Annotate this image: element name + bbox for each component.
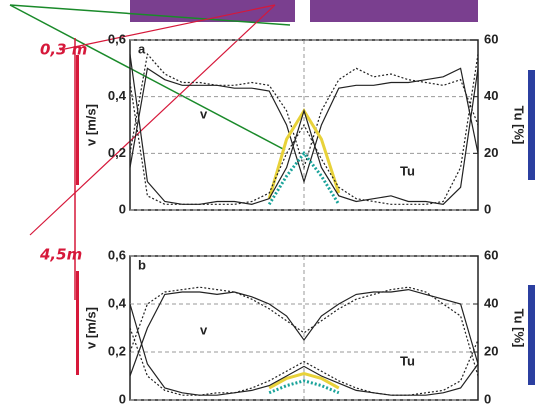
y2-tick-label: 0 <box>484 391 491 406</box>
arrow <box>59 4 276 51</box>
y2-tick-label: 40 <box>484 88 498 103</box>
y2-tick-label: 60 <box>484 31 498 46</box>
series-line <box>267 150 341 206</box>
y-tick-label: 0,2 <box>108 145 126 160</box>
annotation: Tu <box>400 163 415 178</box>
y-tick-label: 0,2 <box>108 343 126 358</box>
arrow <box>9 4 286 151</box>
annotation: Tu <box>400 353 415 368</box>
annotation: v <box>200 106 208 121</box>
arrow <box>29 4 276 236</box>
image-strip <box>310 0 478 22</box>
side-bar <box>528 70 535 180</box>
series-line <box>129 67 479 184</box>
series-line <box>129 288 479 377</box>
y-tick-label: 0 <box>119 391 126 406</box>
arrow <box>9 4 291 26</box>
y2-tick-label: 60 <box>484 247 498 262</box>
y-tick-label: 0,4 <box>108 295 127 310</box>
y-axis-title: v [m/s] <box>83 307 98 349</box>
y2-axis-title: Tu [%] <box>512 106 527 145</box>
y2-tick-label: 20 <box>484 343 498 358</box>
panel-label: b <box>138 257 146 272</box>
y2-tick-label: 40 <box>484 295 498 310</box>
y-tick-label: 0,4 <box>108 88 127 103</box>
axis-bar <box>76 271 79 375</box>
y-tick-label: 0,6 <box>108 247 126 262</box>
series-line <box>129 303 479 396</box>
side-bar <box>528 285 535 385</box>
series-line <box>268 372 340 390</box>
y-axis-title: v [m/s] <box>83 104 98 146</box>
handwritten-note: 4,5m <box>39 246 82 264</box>
series-line <box>268 379 340 395</box>
y2-axis-title: Tu [%] <box>512 309 527 348</box>
handwritten-note: 0,3 m <box>40 41 87 59</box>
series-line <box>129 327 479 396</box>
image-strip <box>130 0 295 22</box>
series-line <box>129 54 479 205</box>
y-tick-label: 0,6 <box>108 31 126 46</box>
series-line <box>129 52 479 170</box>
panel-label: a <box>138 41 146 56</box>
axis-bar <box>76 55 79 185</box>
y2-tick-label: 0 <box>484 201 491 216</box>
annotation: v <box>200 322 208 337</box>
y-tick-label: 0 <box>119 201 126 216</box>
y2-tick-label: 20 <box>484 145 498 160</box>
